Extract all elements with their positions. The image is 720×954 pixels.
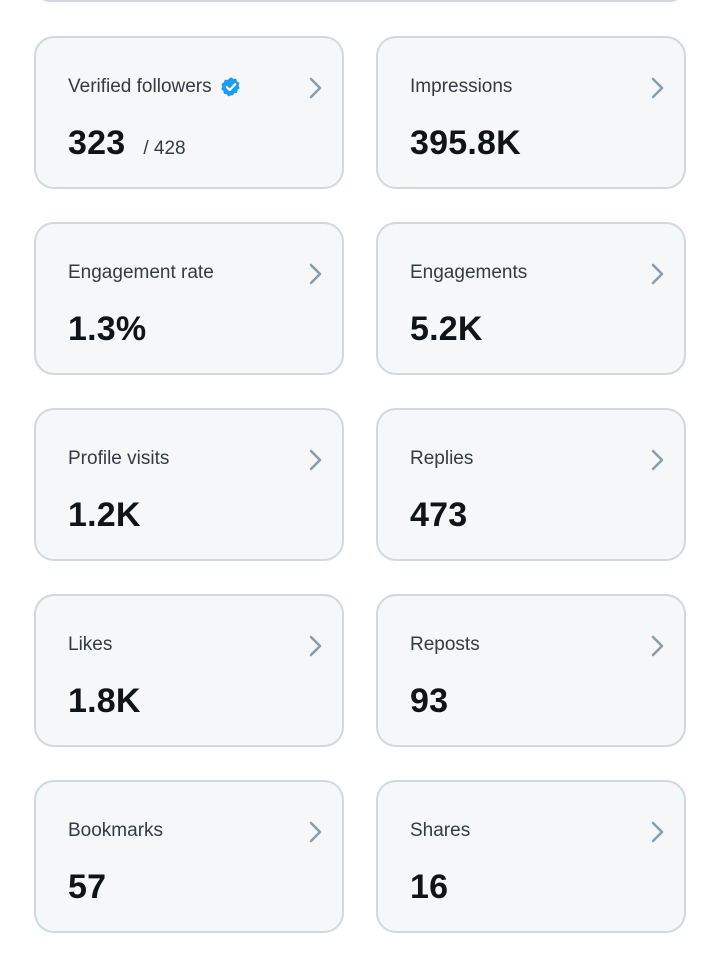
metric-card-replies[interactable]: Replies 473 [376, 408, 686, 561]
chevron-right-icon [309, 77, 322, 99]
metric-value: 57 [68, 868, 107, 906]
metric-label: Profile visits [68, 448, 170, 469]
metric-card-profile-visits[interactable]: Profile visits 1.2K [34, 408, 344, 561]
previous-card-edge [35, 0, 685, 2]
metric-card-verified-followers[interactable]: Verified followers 323 / 428 [34, 36, 344, 189]
metric-value: 1.3% [68, 310, 147, 348]
metric-value: 473 [410, 496, 468, 534]
metric-card-impressions[interactable]: Impressions 395.8K [376, 36, 686, 189]
chevron-right-icon [651, 821, 664, 843]
metric-value: 16 [410, 868, 449, 906]
metric-value: 323 [68, 124, 126, 162]
metric-label: Engagement rate [68, 262, 214, 283]
metric-value: 5.2K [410, 310, 483, 348]
chevron-right-icon [309, 449, 322, 471]
chevron-right-icon [651, 449, 664, 471]
metric-label: Shares [410, 820, 471, 841]
chevron-right-icon [309, 263, 322, 285]
metric-label: Bookmarks [68, 820, 164, 841]
metric-card-engagement-rate[interactable]: Engagement rate 1.3% [34, 222, 344, 375]
metric-card-bookmarks[interactable]: Bookmarks 57 [34, 780, 344, 933]
chevron-right-icon [651, 77, 664, 99]
metric-value: 93 [410, 682, 449, 720]
chevron-right-icon [651, 263, 664, 285]
metric-label: Likes [68, 634, 113, 655]
chevron-right-icon [309, 821, 322, 843]
metric-label: Engagements [410, 262, 528, 283]
chevron-right-icon [309, 635, 322, 657]
metric-card-likes[interactable]: Likes 1.8K [34, 594, 344, 747]
verified-badge-icon [220, 77, 240, 97]
metric-value: 1.8K [68, 682, 141, 720]
metric-label: Verified followers [68, 76, 212, 97]
chevron-right-icon [651, 635, 664, 657]
metric-value: 395.8K [410, 124, 521, 162]
metric-card-reposts[interactable]: Reposts 93 [376, 594, 686, 747]
metric-label: Replies [410, 448, 474, 469]
metrics-grid: Verified followers 323 / 428 Impressions… [34, 36, 686, 933]
metric-card-engagements[interactable]: Engagements 5.2K [376, 222, 686, 375]
metric-card-shares[interactable]: Shares 16 [376, 780, 686, 933]
metric-label: Reposts [410, 634, 480, 655]
metric-total: / 428 [143, 138, 186, 159]
metric-value: 1.2K [68, 496, 141, 534]
metric-label: Impressions [410, 76, 513, 97]
